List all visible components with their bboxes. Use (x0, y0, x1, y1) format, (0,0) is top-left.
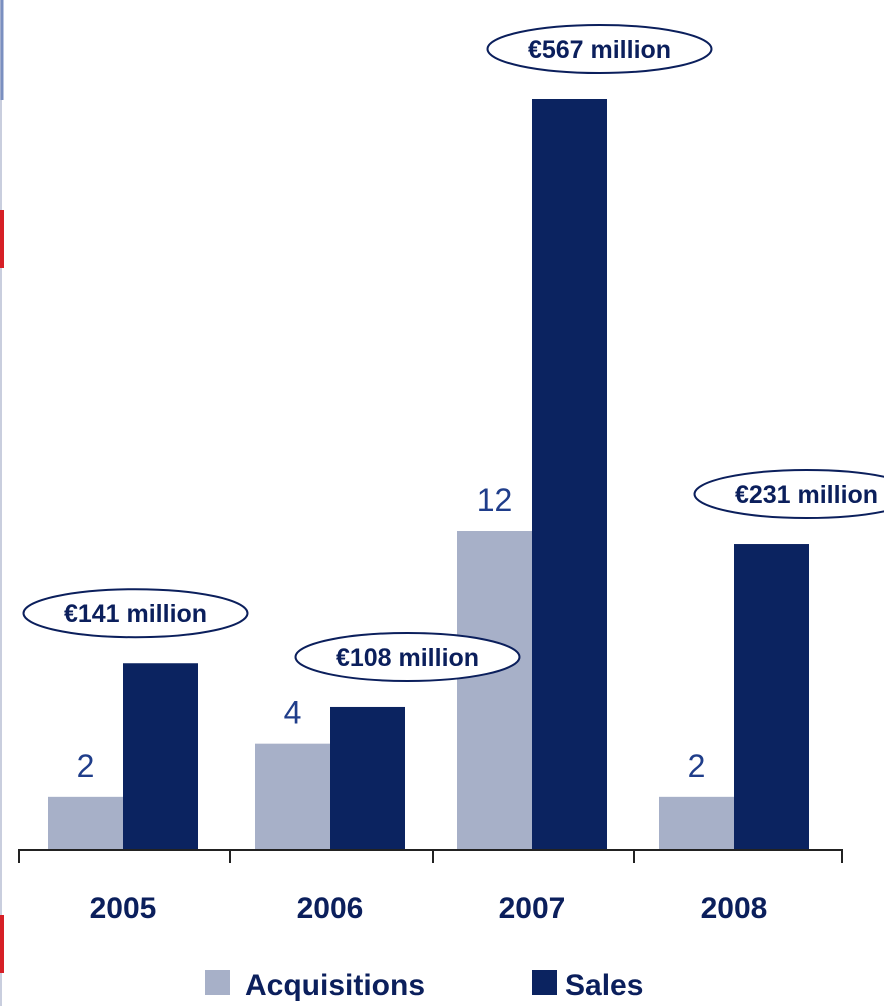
data-label-acquisitions-2008: 2 (688, 748, 706, 784)
legend-swatch-acquisitions (205, 970, 230, 995)
data-label-sales-2005: €141 million (64, 600, 207, 628)
bar-acquisitions-2008 (659, 796, 734, 850)
data-label-sales-2008: €231 million (735, 481, 878, 509)
bar-sales-2007 (532, 99, 607, 850)
data-label-sales-2006: €108 million (336, 644, 479, 672)
legend-label-acquisitions: Acquisitions (245, 969, 425, 1002)
data-label-acquisitions-2006: 4 (284, 695, 302, 731)
left-edge-red-mark-top (0, 210, 4, 268)
bar-sales-2006 (330, 706, 405, 850)
bar-sales-2005 (123, 663, 198, 850)
callout-bubble-2007 (486, 24, 713, 74)
left-edge-red-mark-bottom (0, 915, 4, 973)
x-tick-label-2006: 2006 (297, 892, 364, 925)
bar-sales-2008 (734, 544, 809, 850)
axis-layer (18, 849, 843, 863)
callout-bubble-2005 (22, 588, 249, 639)
x-tick-label-2005: 2005 (90, 892, 157, 925)
bar-acquisitions-2006 (255, 743, 330, 850)
data-label-acquisitions-2005: 2 (77, 748, 95, 784)
decor-layer (0, 0, 4, 1006)
x-tick-label-2007: 2007 (499, 892, 566, 925)
bar-acquisitions-2005 (48, 796, 123, 850)
bars-layer (48, 99, 809, 850)
data-label-acquisitions-2007: 12 (477, 482, 513, 518)
legend-swatch-sales (532, 970, 557, 995)
legend-layer: Acquisitions Sales (205, 969, 643, 1002)
bar-acquisitions-2007 (457, 531, 532, 850)
data-label-sales-2007: €567 million (528, 36, 671, 64)
legend-label-sales: Sales (565, 969, 643, 1002)
x-tick-label-2008: 2008 (701, 892, 768, 925)
callout-bubble-2008 (693, 469, 884, 520)
callout-bubble-2006 (294, 631, 521, 682)
labels-layer: 2 €141 million 2005 4 €108 million 2006 12 €567… (22, 24, 884, 925)
